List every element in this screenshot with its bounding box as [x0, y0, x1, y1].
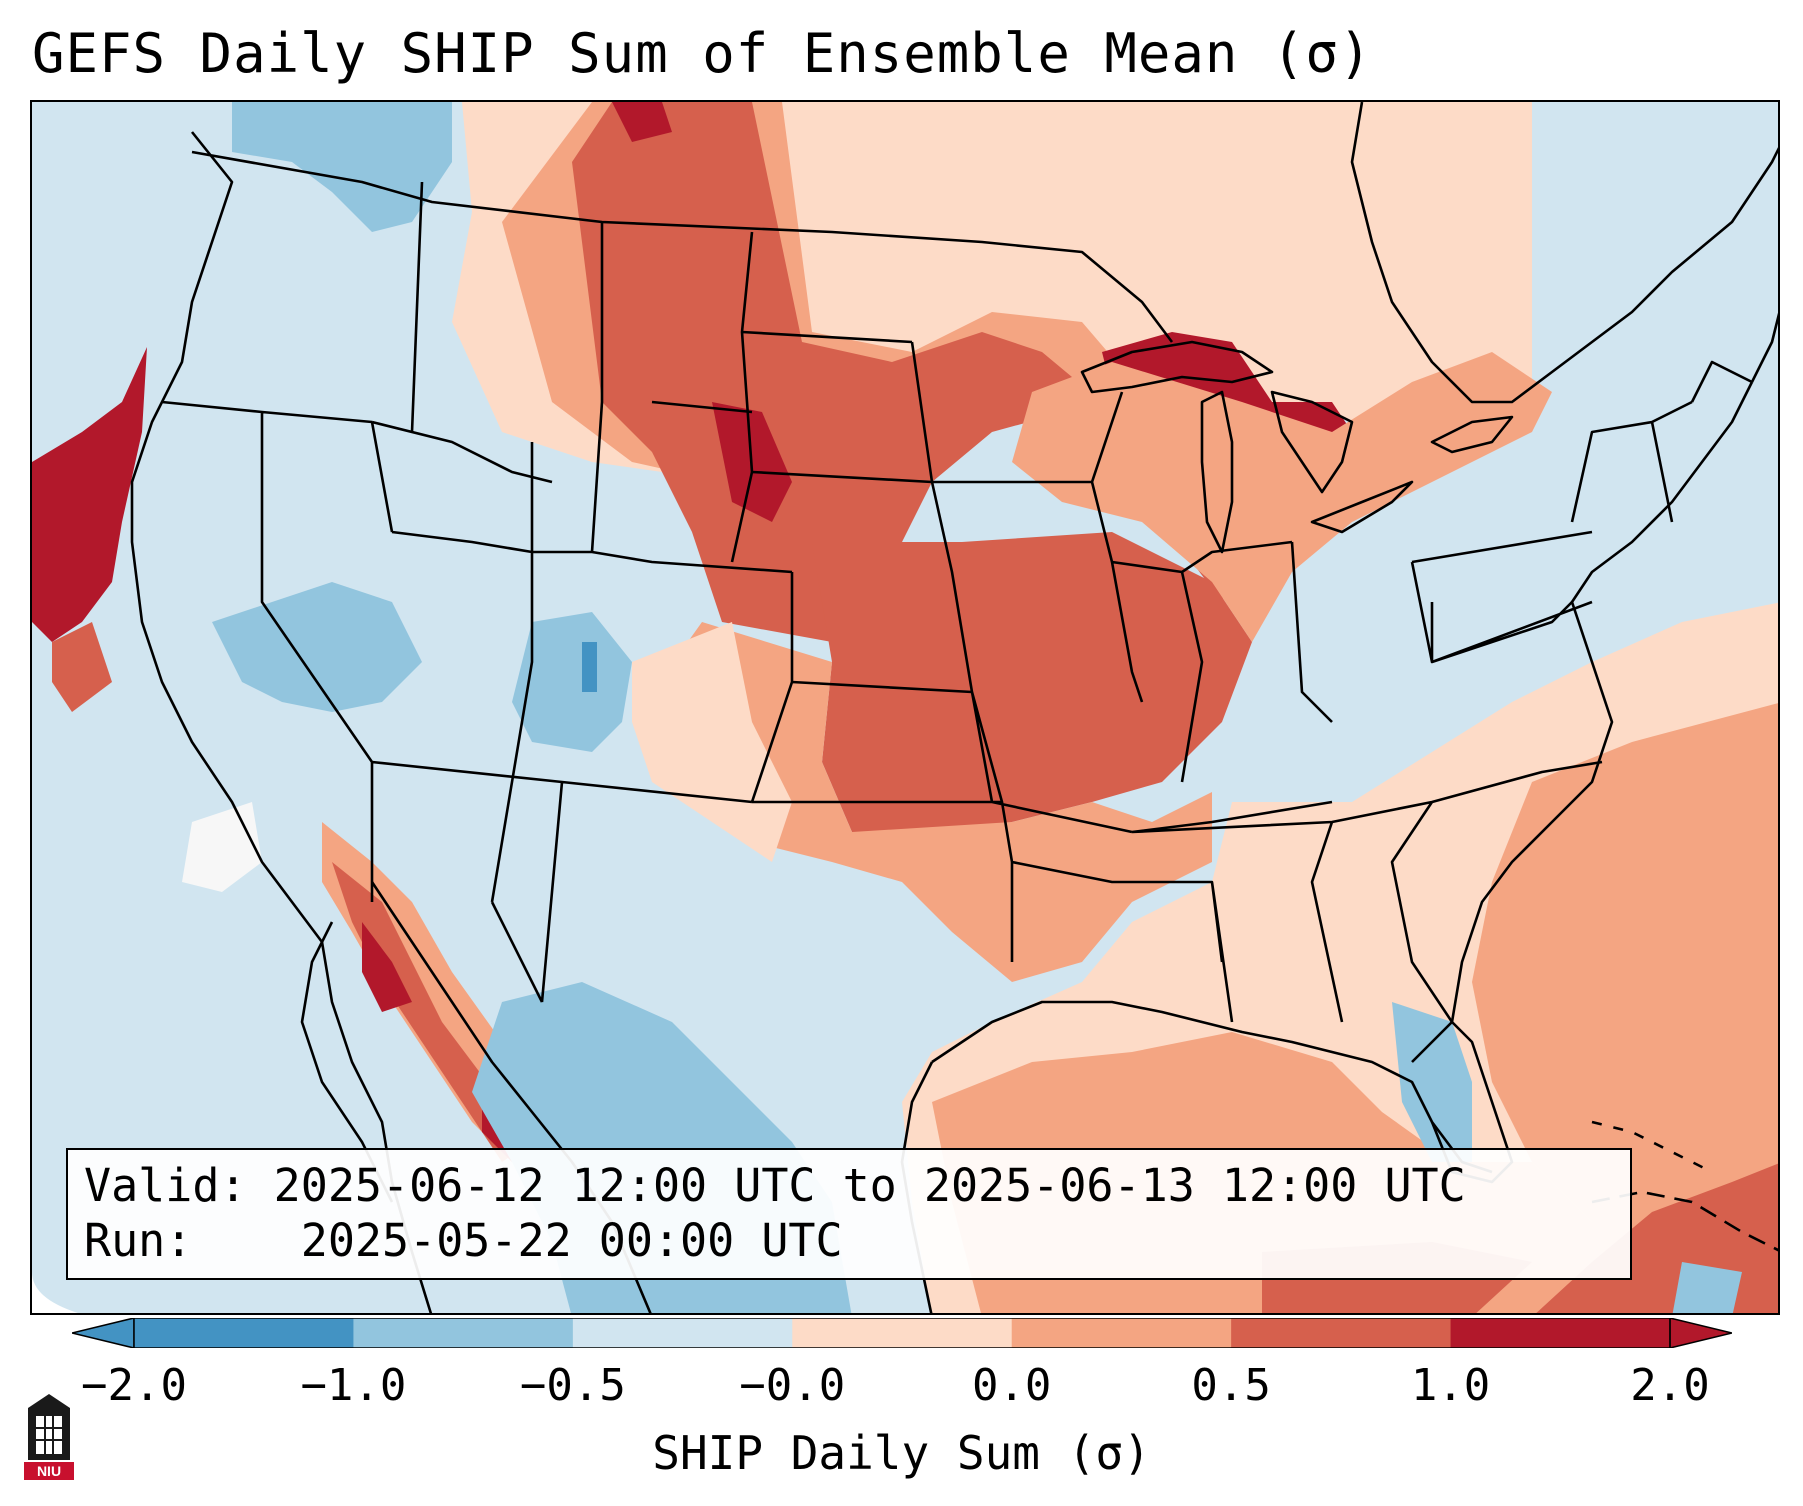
field-region — [1392, 1002, 1472, 1162]
colorbar-segment — [1011, 1318, 1232, 1348]
niu-logo-text: NIU — [37, 1463, 61, 1479]
field-region — [1672, 1262, 1742, 1313]
lake-erie — [1310, 480, 1414, 534]
field-region — [52, 622, 112, 712]
field-region — [232, 102, 452, 232]
colorbar-segments — [72, 1318, 1732, 1348]
colorbar-segment — [572, 1318, 793, 1348]
field-region — [572, 102, 1102, 642]
field-region — [612, 102, 672, 142]
valid-value: 2025-06-12 12:00 UTC to 2025-06-13 12:00… — [273, 1159, 1466, 1212]
field-region — [362, 922, 412, 1012]
colorbar-segment — [134, 1318, 354, 1348]
valid-row: Valid: 2025-06-12 12:00 UTC to 2025-06-1… — [84, 1158, 1630, 1213]
run-label: Run: — [84, 1214, 193, 1267]
ship-map — [32, 102, 1778, 1313]
map-title: GEFS Daily SHIP Sum of Ensemble Mean (σ) — [32, 22, 1373, 85]
lake-superior — [1080, 340, 1274, 394]
valid-run-info-box: Valid: 2025-06-12 12:00 UTC to 2025-06-1… — [66, 1148, 1632, 1280]
colorbar-extend-min — [72, 1318, 135, 1348]
state-borders — [161, 181, 1753, 1023]
colorbar-tick-label: −2.0 — [81, 1360, 187, 1411]
colorbar-tick-label: 0.0 — [971, 1360, 1052, 1411]
lake-huron — [1270, 390, 1354, 494]
coastline-hudson — [1350, 102, 1778, 404]
valid-label: Valid: — [84, 1159, 247, 1212]
field-region — [1472, 703, 1778, 1262]
field-region — [512, 612, 632, 752]
colorbar-segment — [1450, 1318, 1671, 1348]
coastline-northeast — [1750, 312, 1778, 383]
border-us-canada — [191, 150, 1174, 343]
niu-logo: NIU — [20, 1390, 78, 1484]
colorbar-extend-max — [1669, 1318, 1732, 1348]
colorbar-tick-label: 0.5 — [1191, 1360, 1271, 1411]
colorbar-tick-label: −1.0 — [300, 1360, 407, 1411]
colorbar-tick-label: 2.0 — [1630, 1360, 1710, 1411]
field-region — [212, 582, 422, 712]
lake-michigan — [1200, 390, 1234, 554]
coastline-gulf — [931, 1000, 1493, 1174]
lake-ontario — [1430, 415, 1514, 454]
field-region — [652, 622, 1212, 982]
colorbar-outline — [133, 1318, 1671, 1348]
coastline-west — [130, 131, 433, 1313]
colorbar-label: SHIP Daily Sum (σ) — [652, 1426, 1151, 1480]
colorbar-tick-label: 1.0 — [1410, 1360, 1491, 1411]
coastline-east — [1450, 381, 1754, 1023]
colorbar-tick-label: −0.5 — [519, 1360, 626, 1411]
colorbar-segment — [353, 1318, 574, 1348]
field-region — [32, 347, 147, 642]
run-value: 2025-05-22 00:00 UTC — [300, 1214, 843, 1267]
colorbar-segment — [1231, 1318, 1452, 1348]
run-row: Run: 2025-05-22 00:00 UTC — [84, 1213, 1630, 1268]
field-region — [812, 532, 1252, 842]
colorbar-tick-label: −0.0 — [739, 1360, 846, 1411]
field-region — [582, 642, 597, 692]
map-panel — [30, 100, 1780, 1315]
colorbar-segment — [792, 1318, 1013, 1348]
colorbar — [72, 1318, 1732, 1348]
field-region — [1012, 352, 1552, 642]
